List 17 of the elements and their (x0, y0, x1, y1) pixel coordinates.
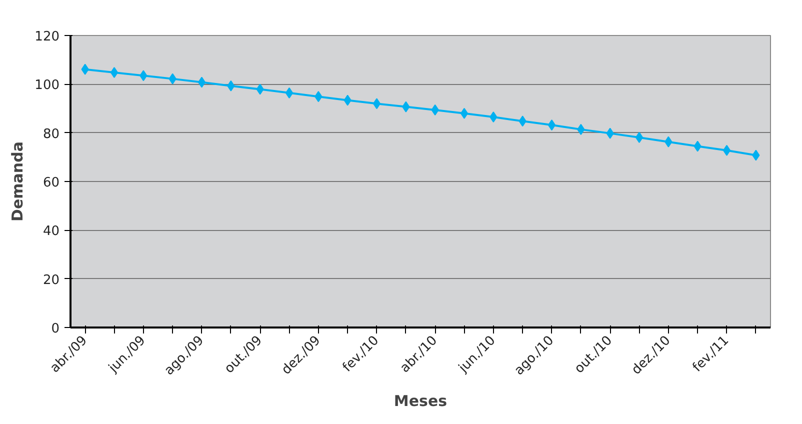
point (372, 98, 381, 110)
y-tick-label: 60 (42, 176, 60, 190)
point (460, 108, 468, 119)
y-tick-label: 100 (34, 78, 60, 94)
y-axis-title: Demanda (8, 142, 27, 222)
point (110, 66, 118, 78)
y-tick-label: 120 (34, 30, 60, 44)
y-tick-label: 80 (42, 126, 60, 142)
point (635, 132, 644, 143)
point (722, 144, 731, 156)
y-tick-label: 20 (42, 272, 60, 288)
point (548, 120, 556, 131)
point (285, 87, 294, 98)
y-tick-label: 40 (42, 224, 60, 240)
x-axis-title: Meses (394, 392, 448, 410)
point (198, 76, 206, 88)
y-tick-label: 0 (51, 322, 60, 336)
